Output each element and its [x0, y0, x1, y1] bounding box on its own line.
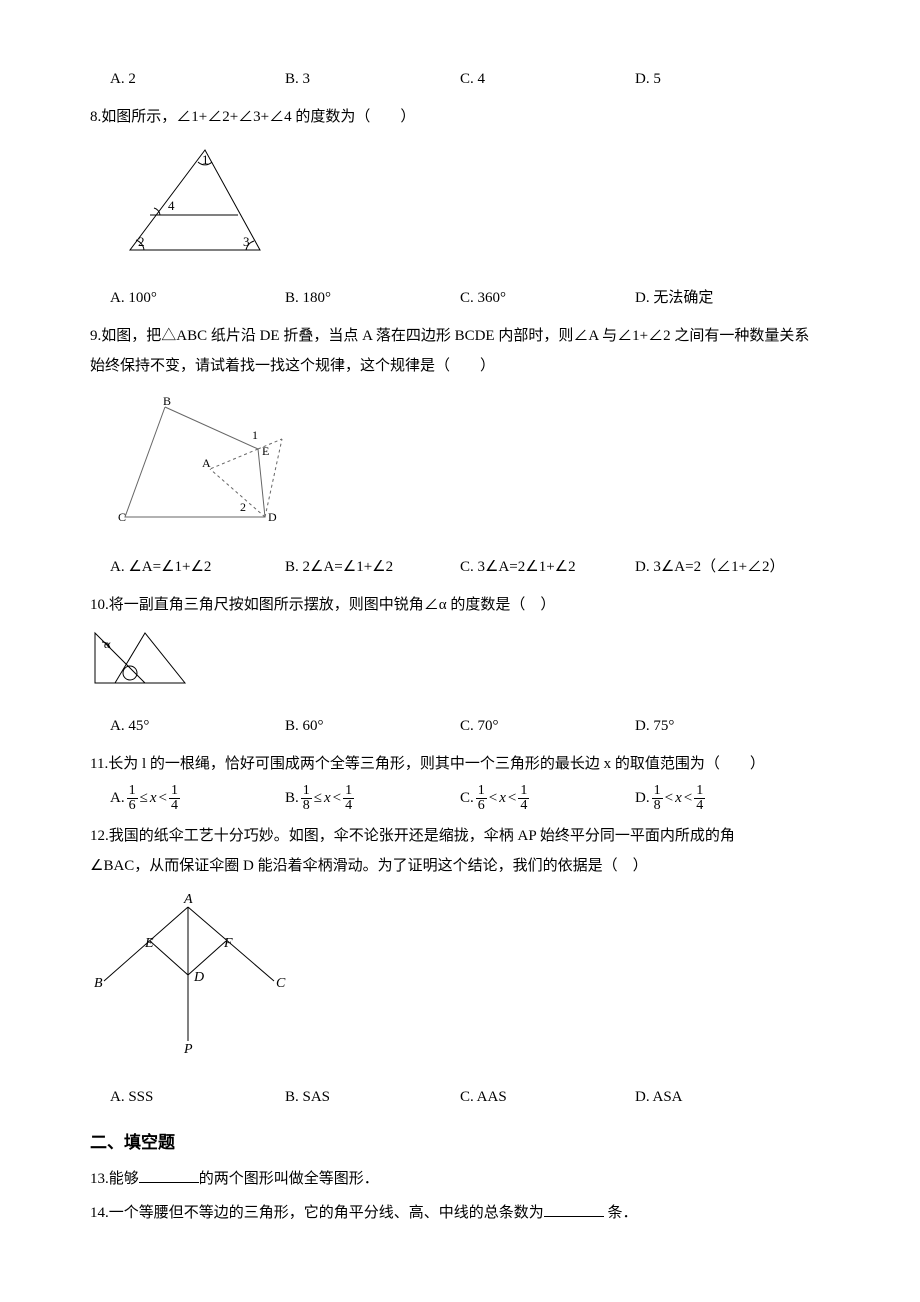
q9-choice-c: C. 3∠A=2∠1+∠2 [460, 552, 635, 582]
q9-stem-line1: 9.如图，把△ABC 纸片沿 DE 折叠，当点 A 落在四边形 BCDE 内部时… [90, 321, 830, 351]
q9-stem-line2: 始终保持不变，请试着找一找这个规律，这个规律是（ ） [90, 351, 830, 381]
svg-text:D: D [193, 970, 204, 985]
svg-text:E: E [262, 444, 269, 458]
q7-choice-d: D. 5 [635, 64, 810, 94]
q10-choice-d: D. 75° [635, 711, 810, 741]
q8-choice-b: B. 180° [285, 283, 460, 313]
q13: 13.能够 的两个图形叫做全等图形． [90, 1164, 830, 1194]
q14-blank [544, 1201, 604, 1217]
q7-choice-c: C. 4 [460, 64, 635, 94]
svg-text:P: P [183, 1042, 193, 1057]
svg-text:B: B [163, 394, 171, 408]
q12-choices: A. SSS B. SAS C. AAS D. ASA [90, 1078, 830, 1116]
q11-choice-c: C. 16 < x < 14 [460, 783, 635, 813]
svg-text:E: E [144, 936, 154, 951]
q9-choice-a: A. ∠A=∠1+∠2 [110, 552, 285, 582]
q10-stem: 10.将一副直角三角尺按如图所示摆放，则图中锐角∠α 的度数是（ ） [90, 590, 830, 620]
svg-text:α: α [104, 637, 111, 651]
q8-choice-d: D. 无法确定 [635, 283, 810, 313]
q7-choice-a: A. 2 [110, 64, 285, 94]
svg-text:F: F [223, 936, 233, 951]
q8-stem: 8.如图所示，∠1+∠2+∠3+∠4 的度数为（ ） [90, 102, 830, 132]
q12-choice-c: C. AAS [460, 1082, 635, 1112]
svg-text:1: 1 [252, 428, 258, 442]
q12-stem-line1: 12.我国的纸伞工艺十分巧妙。如图，伞不论张开还是缩拢，伞柄 AP 始终平分同一… [90, 821, 830, 851]
svg-text:3: 3 [243, 234, 250, 249]
q9-choices: A. ∠A=∠1+∠2 B. 2∠A=∠1+∠2 C. 3∠A=2∠1+∠2 D… [90, 548, 830, 586]
q9-figure: B C D E A 1 2 [110, 389, 830, 540]
q14: 14.一个等腰但不等边的三角形，它的角平分线、高、中线的总条数为 条． [90, 1198, 830, 1228]
q10-choices: A. 45° B. 60° C. 70° D. 75° [90, 707, 830, 745]
q12-choice-b: B. SAS [285, 1082, 460, 1112]
q12-stem-line2: ∠BAC，从而保证伞圈 D 能沿着伞柄滑动。为了证明这个结论，我们的依据是（ ） [90, 851, 830, 881]
q11-choices: A. 16 ≤ x < 14 B. 18 ≤ x < 14 C. 16 < [90, 779, 830, 817]
q12-choice-d: D. ASA [635, 1082, 810, 1112]
q14-post: 条． [604, 1205, 638, 1221]
q14-pre: 14.一个等腰但不等边的三角形，它的角平分线、高、中线的总条数为 [90, 1205, 544, 1221]
svg-text:A: A [202, 456, 211, 470]
svg-text:B: B [94, 976, 103, 991]
svg-text:D: D [268, 510, 277, 524]
q11-choice-b: B. 18 ≤ x < 14 [285, 783, 460, 813]
q12-figure: A E F D B C P [90, 889, 830, 1070]
section-fill-blank: 二、填空题 [90, 1126, 830, 1160]
q12-choice-a: A. SSS [110, 1082, 285, 1112]
q13-post: 的两个图形叫做全等图形． [199, 1171, 379, 1187]
q10-figure: α [90, 628, 830, 699]
q8-choices: A. 100° B. 180° C. 360° D. 无法确定 [90, 279, 830, 317]
q13-blank [139, 1167, 199, 1183]
svg-text:2: 2 [240, 500, 246, 514]
q7-choice-b: B. 3 [285, 64, 460, 94]
q8-figure: 1 2 3 4 [110, 140, 830, 271]
q10-choice-c: C. 70° [460, 711, 635, 741]
q8-choice-a: A. 100° [110, 283, 285, 313]
svg-text:A: A [183, 892, 193, 907]
svg-text:1: 1 [202, 152, 209, 167]
q10-choice-a: A. 45° [110, 711, 285, 741]
svg-text:C: C [118, 510, 126, 524]
q9-choice-b: B. 2∠A=∠1+∠2 [285, 552, 460, 582]
q11-choice-a: A. 16 ≤ x < 14 [110, 783, 285, 813]
q8-choice-c: C. 360° [460, 283, 635, 313]
svg-text:C: C [276, 976, 286, 991]
q10-choice-b: B. 60° [285, 711, 460, 741]
svg-text:4: 4 [168, 198, 175, 213]
q11-stem: 11.长为 l 的一根绳，恰好可围成两个全等三角形，则其中一个三角形的最长边 x… [90, 749, 830, 779]
q7-choices: A. 2 B. 3 C. 4 D. 5 [90, 60, 830, 98]
q9-choice-d: D. 3∠A=2（∠1+∠2） [635, 552, 810, 582]
svg-text:2: 2 [138, 234, 145, 249]
q13-pre: 13.能够 [90, 1171, 139, 1187]
q11-choice-d: D. 18 < x < 14 [635, 783, 810, 813]
